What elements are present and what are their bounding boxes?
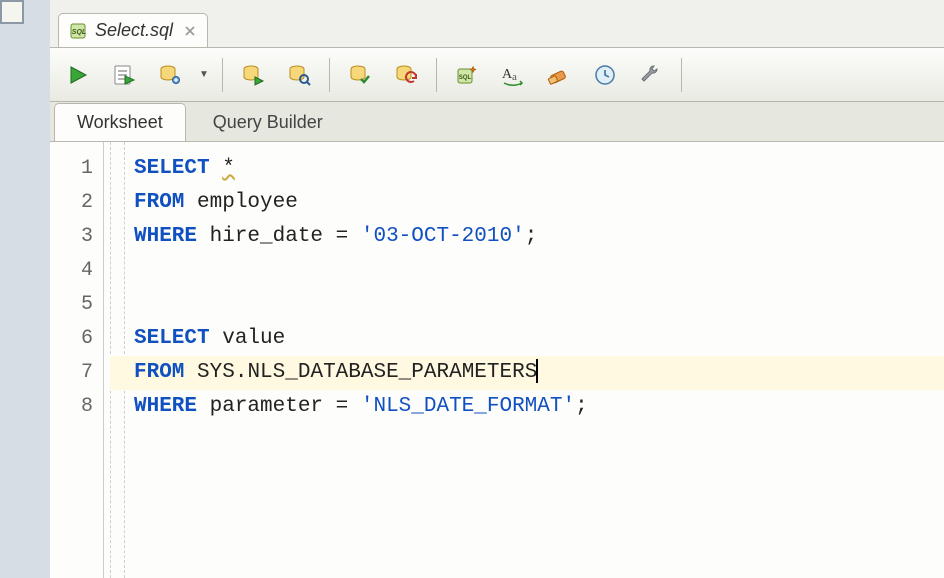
svg-text:a: a <box>512 71 517 83</box>
code-line[interactable]: SELECT value <box>110 322 944 356</box>
tab-label: Query Builder <box>213 112 323 132</box>
code-token: SYS <box>184 361 234 384</box>
line-number: 1 <box>50 152 103 186</box>
code-line[interactable]: WHERE parameter = 'NLS_DATE_FORMAT'; <box>110 390 944 424</box>
line-number: 6 <box>50 322 103 356</box>
to-uppercase-button[interactable]: A a <box>495 57 531 93</box>
code-token: SELECT <box>134 157 210 180</box>
code-token: ; <box>525 225 538 248</box>
sql-history-button[interactable] <box>587 57 623 93</box>
close-tab-button[interactable] <box>183 24 197 38</box>
text-cursor <box>536 359 538 383</box>
line-number: 2 <box>50 186 103 220</box>
line-gutter: 12345678 <box>50 142 104 578</box>
code-line[interactable]: WHERE hire_date = '03-OCT-2010'; <box>110 220 944 254</box>
sql-file-icon: SQL <box>69 21 89 41</box>
clear-button[interactable] <box>541 57 577 93</box>
editor-panel: SQL Select.sql <box>50 0 944 578</box>
code-token: NLS_DATABASE_PARAMETERS <box>247 361 537 384</box>
toolbar: ▼ <box>50 48 944 102</box>
code-token: FROM <box>134 191 184 214</box>
file-tab-bar: SQL Select.sql <box>50 0 944 48</box>
explain-plan-dropdown[interactable]: ▼ <box>198 57 210 93</box>
code-editor[interactable]: 12345678 SELECT *FROM employeeWHERE hire… <box>50 142 944 578</box>
code-token: hire_date <box>197 225 336 248</box>
code-token <box>348 225 361 248</box>
code-line[interactable]: FROM employee <box>110 186 944 220</box>
code-token <box>348 395 361 418</box>
code-line[interactable]: FROM SYS.NLS_DATABASE_PARAMETERS <box>110 356 944 390</box>
rollback-button[interactable] <box>388 57 424 93</box>
run-script-button[interactable] <box>106 57 142 93</box>
tab-label: Worksheet <box>77 112 163 132</box>
code-line[interactable]: SELECT * <box>110 152 944 186</box>
toolbar-separator <box>329 58 330 92</box>
file-tab-select-sql[interactable]: SQL Select.sql <box>58 13 208 47</box>
code-token: WHERE <box>134 395 197 418</box>
code-token: . <box>235 361 248 384</box>
line-number: 4 <box>50 254 103 288</box>
sql-tuning-button[interactable] <box>281 57 317 93</box>
line-number: 3 <box>50 220 103 254</box>
collapse-box-icon[interactable] <box>0 0 24 24</box>
code-line[interactable] <box>110 254 944 288</box>
subtab-bar: Worksheet Query Builder <box>50 102 944 142</box>
line-number: 7 <box>50 356 103 390</box>
svg-text:SQL: SQL <box>459 75 472 81</box>
code-token: WHERE <box>134 225 197 248</box>
code-token: '03-OCT-2010' <box>361 225 525 248</box>
explain-plan-button[interactable] <box>152 57 188 93</box>
run-statement-button[interactable] <box>60 57 96 93</box>
settings-button[interactable] <box>633 57 669 93</box>
toolbar-separator <box>436 58 437 92</box>
code-token: parameter <box>197 395 336 418</box>
unshared-worksheet-button[interactable]: SQL <box>449 57 485 93</box>
line-number: 8 <box>50 390 103 424</box>
code-token: SELECT <box>134 327 210 350</box>
autotrace-button[interactable] <box>235 57 271 93</box>
code-token: employee <box>184 191 297 214</box>
line-number: 5 <box>50 288 103 322</box>
code-token: ; <box>575 395 588 418</box>
commit-button[interactable] <box>342 57 378 93</box>
code-token: FROM <box>134 361 184 384</box>
code-token: 'NLS_DATE_FORMAT' <box>361 395 575 418</box>
code-line[interactable] <box>110 288 944 322</box>
tab-worksheet[interactable]: Worksheet <box>54 103 186 141</box>
code-token: value <box>210 327 286 350</box>
toolbar-separator <box>681 58 682 92</box>
svg-text:SQL: SQL <box>72 29 86 36</box>
file-tab-label: Select.sql <box>95 20 173 41</box>
tab-query-builder[interactable]: Query Builder <box>190 103 346 141</box>
toolbar-separator <box>222 58 223 92</box>
code-area[interactable]: SELECT *FROM employeeWHERE hire_date = '… <box>104 142 944 578</box>
code-token: * <box>222 157 235 180</box>
code-token: = <box>336 395 349 418</box>
code-token <box>210 157 223 180</box>
code-token: = <box>336 225 349 248</box>
